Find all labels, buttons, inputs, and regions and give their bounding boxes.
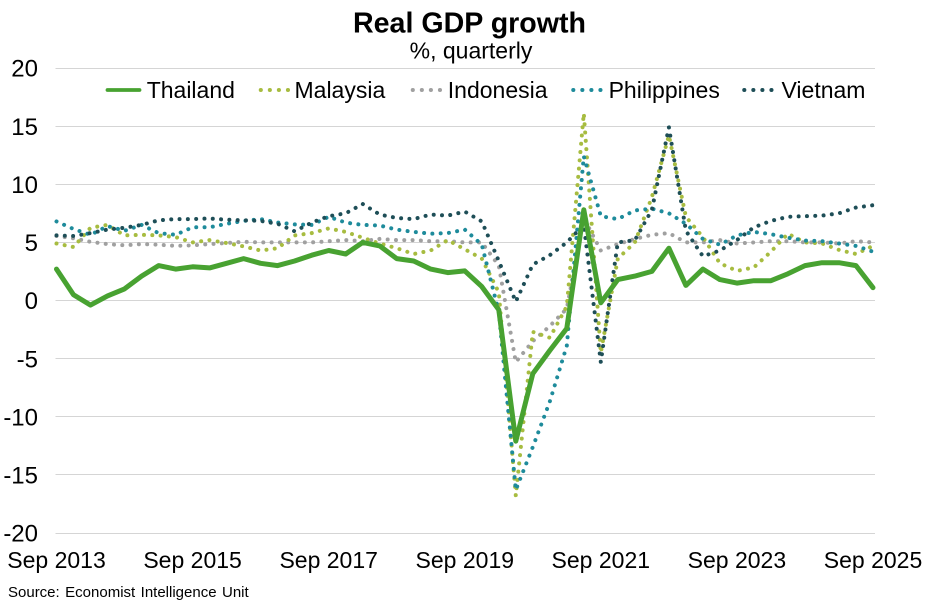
svg-text:Sep 2021: Sep 2021 <box>552 547 650 573</box>
svg-text:%, quarterly: %, quarterly <box>410 38 533 64</box>
svg-text:-10: -10 <box>3 404 38 431</box>
svg-text:10: 10 <box>11 172 38 199</box>
svg-text:Sep 2015: Sep 2015 <box>143 547 241 573</box>
svg-text:Sep 2019: Sep 2019 <box>416 547 514 573</box>
svg-text:-20: -20 <box>3 521 38 548</box>
svg-text:-5: -5 <box>17 346 38 373</box>
svg-text:20: 20 <box>11 56 38 83</box>
svg-text:Real GDP growth: Real GDP growth <box>353 8 586 40</box>
svg-text:Sep 2017: Sep 2017 <box>279 547 377 573</box>
svg-text:Thailand: Thailand <box>147 77 235 103</box>
svg-text:Vietnam: Vietnam <box>782 77 866 103</box>
svg-text:Philippines: Philippines <box>609 77 720 103</box>
svg-text:Sep 2025: Sep 2025 <box>824 547 922 573</box>
svg-text:Sep 2013: Sep 2013 <box>7 547 105 573</box>
svg-text:Indonesia: Indonesia <box>448 77 548 103</box>
svg-text:0: 0 <box>25 288 38 315</box>
svg-text:Sep 2023: Sep 2023 <box>688 547 786 573</box>
svg-text:-15: -15 <box>3 463 38 490</box>
svg-text:15: 15 <box>11 114 38 141</box>
svg-text:Source: Economist Intelligence: Source: Economist Intelligence Unit <box>8 584 250 601</box>
svg-text:Malaysia: Malaysia <box>295 77 386 103</box>
svg-text:5: 5 <box>25 230 38 257</box>
